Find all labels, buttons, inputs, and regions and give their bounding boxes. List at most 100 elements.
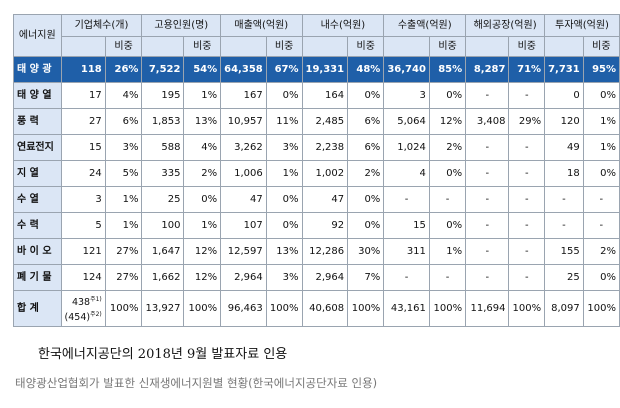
row-label: 지 열: [13, 160, 62, 187]
table-row: 태 양 광 118 26% 7,522 54% 64,358 67% 19,331 48% 36,…: [13, 56, 620, 83]
table-row: 지 열 24 5% 335 2% 1,006 1% 1,002 2% 4 0% - -18 0%: [13, 160, 620, 187]
table-cell: 3: [60, 186, 106, 213]
table-cell: 0%: [265, 82, 303, 109]
group-header: 수출액(억원): [383, 14, 467, 37]
table-cell: 100%: [508, 290, 546, 327]
table-cell: 96,463: [220, 290, 267, 327]
table-cell: 2,238: [301, 134, 349, 161]
table-cell: 121: [60, 238, 106, 265]
group-header: 내수(억원): [301, 14, 385, 37]
table-body: 태 양 광 118 26% 7,522 54% 64,358 67% 19,331 48% 36,…: [13, 56, 620, 327]
row-label: 수 력: [13, 212, 62, 239]
table-cell: -: [465, 186, 510, 213]
share-subheader: 비중: [104, 36, 143, 57]
table-cell: 17: [60, 82, 106, 109]
table-cell: 3: [383, 82, 430, 109]
table-cell: 27%: [104, 264, 143, 291]
table-cell: 8,287: [465, 56, 510, 83]
table-cell: 1%: [104, 186, 143, 213]
table-cell: 1%: [582, 108, 620, 135]
table-cell: 15: [383, 212, 430, 239]
table-cell: 100%: [104, 290, 143, 327]
table-cell: 2,485: [301, 108, 349, 135]
table-cell: 1%: [428, 238, 467, 265]
row-label: 폐 기 물: [13, 264, 62, 291]
table-cell: -: [383, 264, 430, 291]
table-cell: -: [582, 212, 620, 239]
table-cell: 335: [141, 160, 185, 187]
row-label: 연료전지: [13, 134, 62, 161]
row-label: 바 이 오: [13, 238, 62, 265]
table-cell: 195: [141, 82, 185, 109]
table-cell: 54%: [183, 56, 222, 83]
table-cell: 2,964: [220, 264, 267, 291]
table-cell: 118: [60, 56, 106, 83]
table-cell: 7,731: [544, 56, 584, 83]
table-cell: 13,927: [141, 290, 185, 327]
table-cell: 0%: [582, 264, 620, 291]
table-cell: -: [544, 186, 584, 213]
table-cell: 49: [544, 134, 584, 161]
table-cell: -: [465, 238, 510, 265]
table-cell: 100%: [183, 290, 222, 327]
table-cell: 64,358: [220, 56, 267, 83]
table-cell: 588: [141, 134, 185, 161]
group-header: 기업체수(개): [60, 14, 143, 37]
image-caption: 태양광산업협회가 발표한 신재생에너지원별 현황(한국에너지공단자료 인용): [15, 376, 378, 390]
table-cell: -: [508, 212, 546, 239]
table-cell: -: [544, 212, 584, 239]
table-cell: 100%: [265, 290, 303, 327]
table-cell: -: [508, 264, 546, 291]
table-cell: 0%: [265, 212, 303, 239]
table-cell: 0%: [183, 186, 222, 213]
share-subheader: 비중: [428, 36, 467, 57]
table-cell: 1,024: [383, 134, 430, 161]
table-cell: 25: [141, 186, 185, 213]
table-row: 풍 력 27 6% 1,853 13% 10,957 11% 2,485 6% 5,064 12% 3…: [13, 108, 620, 135]
table-cell: 120: [544, 108, 584, 135]
table-cell: 5%: [104, 160, 143, 187]
table-cell: 92: [301, 212, 349, 239]
table-cell: 4%: [183, 134, 222, 161]
table-cell: 0%: [265, 186, 303, 213]
table-cell: 1,647: [141, 238, 185, 265]
table-cell: 100: [141, 212, 185, 239]
table-cell: 24: [60, 160, 106, 187]
table-cell: 124: [60, 264, 106, 291]
table-cell: 4: [383, 160, 430, 187]
table-cell: -: [508, 238, 546, 265]
table-cell: 48%: [347, 56, 385, 83]
table-cell: 8,097: [544, 290, 584, 327]
table-cell: 0%: [347, 212, 385, 239]
table-cell: 7%: [347, 264, 385, 291]
table-cell: 100%: [582, 290, 620, 327]
table-cell: 47: [301, 186, 349, 213]
table-cell: 3,262: [220, 134, 267, 161]
table-cell: 18: [544, 160, 584, 187]
table-cell: 43,161: [383, 290, 430, 327]
table-cell: 1%: [582, 134, 620, 161]
subheader-row: 비중 비중 비중 비중 비중 비중 비중: [14, 36, 620, 57]
table-cell: -: [508, 186, 546, 213]
table-cell: 40,608: [301, 290, 349, 327]
table-cell: 27: [60, 108, 106, 135]
table-cell: 5,064: [383, 108, 430, 135]
table-cell: 1%: [183, 82, 222, 109]
table-cell: 6%: [347, 108, 385, 135]
group-header: 매출액(억원): [220, 14, 303, 37]
table-cell: 0: [544, 82, 584, 109]
corner-header: 에너지원: [13, 14, 62, 57]
table-cell: 71%: [508, 56, 546, 83]
table-cell: -: [582, 186, 620, 213]
table-cell: 13%: [265, 238, 303, 265]
table-cell: 100%: [347, 290, 385, 327]
table-cell: 2%: [582, 238, 620, 265]
table-cell: 1,853: [141, 108, 185, 135]
table-cell: 100%: [428, 290, 467, 327]
table-cell: 107: [220, 212, 267, 239]
table-cell: 26%: [104, 56, 143, 83]
table-cell: -: [383, 186, 430, 213]
table-cell: 67%: [265, 56, 303, 83]
table-cell: 0%: [428, 82, 467, 109]
table-cell: 1%: [265, 160, 303, 187]
